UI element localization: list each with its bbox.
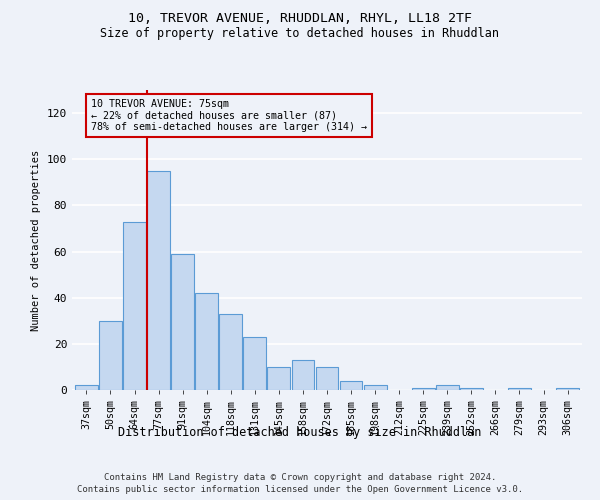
- Bar: [195, 293, 218, 390]
- Bar: [556, 388, 579, 390]
- Bar: [244, 337, 266, 390]
- Bar: [75, 386, 98, 390]
- Text: 10, TREVOR AVENUE, RHUDDLAN, RHYL, LL18 2TF: 10, TREVOR AVENUE, RHUDDLAN, RHYL, LL18 …: [128, 12, 472, 26]
- Y-axis label: Number of detached properties: Number of detached properties: [31, 150, 41, 330]
- Bar: [171, 254, 194, 390]
- Text: Contains public sector information licensed under the Open Government Licence v3: Contains public sector information licen…: [77, 484, 523, 494]
- Bar: [220, 314, 242, 390]
- Bar: [436, 386, 459, 390]
- Bar: [508, 388, 531, 390]
- Bar: [316, 367, 338, 390]
- Text: Size of property relative to detached houses in Rhuddlan: Size of property relative to detached ho…: [101, 28, 499, 40]
- Bar: [412, 388, 434, 390]
- Bar: [292, 360, 314, 390]
- Bar: [147, 171, 170, 390]
- Text: 10 TREVOR AVENUE: 75sqm
← 22% of detached houses are smaller (87)
78% of semi-de: 10 TREVOR AVENUE: 75sqm ← 22% of detache…: [91, 99, 367, 132]
- Bar: [268, 367, 290, 390]
- Bar: [99, 321, 122, 390]
- Bar: [460, 388, 483, 390]
- Bar: [123, 222, 146, 390]
- Bar: [364, 386, 386, 390]
- Text: Contains HM Land Registry data © Crown copyright and database right 2024.: Contains HM Land Registry data © Crown c…: [104, 473, 496, 482]
- Bar: [340, 381, 362, 390]
- Text: Distribution of detached houses by size in Rhuddlan: Distribution of detached houses by size …: [118, 426, 482, 439]
